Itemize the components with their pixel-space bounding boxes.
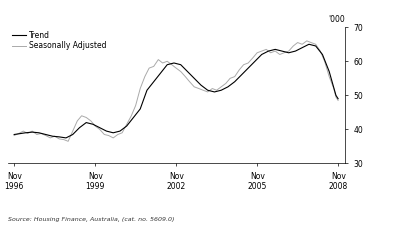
Text: '000: '000 xyxy=(329,15,345,25)
Text: Source: Housing Finance, Australia, (cat. no. 5609.0): Source: Housing Finance, Australia, (cat… xyxy=(8,217,174,222)
Legend: Trend, Seasonally Adjusted: Trend, Seasonally Adjusted xyxy=(12,31,106,50)
